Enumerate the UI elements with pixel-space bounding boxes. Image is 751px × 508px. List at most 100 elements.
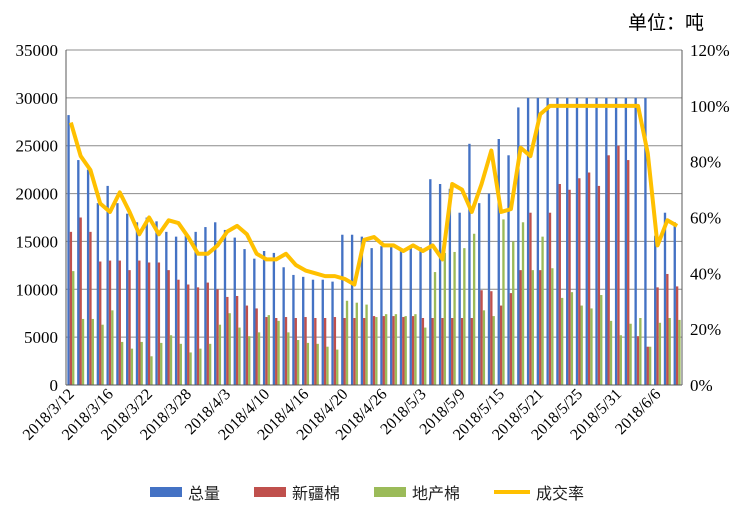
bar-local [238, 327, 241, 385]
bar-total [233, 237, 236, 385]
y-left-tick-label: 20000 [16, 185, 59, 204]
bar-local [384, 314, 388, 385]
bar-xinjiang [372, 316, 376, 385]
bar-total [282, 267, 285, 385]
bar-total [86, 169, 90, 385]
bar-xinjiang [196, 287, 200, 385]
bar-total [390, 246, 393, 385]
bar-xinjiang [587, 172, 591, 385]
legend-item-xinjiang: 新疆棉 [254, 480, 340, 504]
bar-xinjiang [568, 189, 571, 385]
bar-xinjiang [255, 308, 258, 385]
bar-xinjiang [490, 291, 493, 385]
bar-local [648, 346, 652, 385]
bar-local [629, 323, 632, 385]
y-right-tick-label: 20% [690, 320, 721, 339]
bar-xinjiang [363, 318, 366, 385]
y-right-tick-label: 40% [690, 264, 721, 283]
bar-xinjiang [245, 305, 249, 385]
bar-total [341, 234, 344, 385]
bar-xinjiang [666, 273, 669, 385]
bar-xinjiang [509, 293, 513, 385]
bar-xinjiang [157, 262, 161, 385]
bar-total [223, 229, 227, 385]
bar-local [336, 349, 339, 385]
bar-total [497, 139, 500, 385]
bar-total [624, 97, 628, 386]
bar-total [370, 248, 373, 385]
bar-total [262, 251, 266, 385]
bar-total [644, 97, 647, 386]
bar-total [663, 212, 667, 385]
bar-total [438, 184, 442, 385]
bar-total [478, 203, 481, 385]
bar-local [531, 270, 534, 385]
bar-xinjiang [108, 260, 112, 385]
bar-local [414, 314, 417, 385]
bar-total [253, 258, 256, 385]
bar-local [590, 308, 593, 385]
bar-xinjiang [656, 287, 659, 385]
bar-xinjiang [519, 270, 522, 385]
bar-total [135, 222, 139, 385]
bar-local [248, 336, 251, 385]
bar-xinjiang [597, 185, 601, 385]
bar-local [277, 320, 280, 385]
bar-xinjiang [314, 318, 317, 385]
bar-xinjiang [411, 316, 415, 385]
bar-xinjiang [353, 318, 356, 385]
bar-total [360, 236, 364, 385]
bar-xinjiang [206, 282, 209, 385]
bar-xinjiang [147, 262, 151, 385]
bar-total [145, 217, 148, 385]
bar-xinjiang [470, 318, 473, 385]
bar-total [517, 107, 520, 386]
y-right-tick-label: 80% [690, 153, 721, 172]
legend-label-xinjiang: 新疆棉 [292, 484, 341, 503]
bar-local [296, 340, 300, 385]
bar-local [560, 297, 564, 385]
bar-xinjiang [548, 212, 552, 385]
bar-local [228, 313, 231, 385]
bar-local [140, 341, 143, 385]
bar-local [609, 320, 613, 385]
bar-xinjiang [529, 212, 532, 385]
bar-local [453, 251, 456, 385]
bar-local [111, 310, 114, 385]
bar-local [72, 271, 75, 385]
bar-local [541, 236, 544, 385]
bar-xinjiang [226, 296, 229, 385]
bar-local [345, 300, 349, 385]
legend-swatch-total [150, 487, 182, 497]
bar-total [116, 203, 119, 385]
bar-total [409, 246, 412, 385]
bar-xinjiang [382, 316, 385, 385]
axes [65, 50, 683, 386]
bar-xinjiang [607, 155, 610, 385]
y-left-tick-label: 0 [50, 376, 59, 395]
bar-total [614, 97, 618, 386]
y-right-tick-label: 0% [690, 376, 713, 395]
bar-total [556, 97, 559, 386]
bar-local [443, 252, 446, 385]
y-left-ticks: 0 5000 10000 15000 20000 25000 30000 35000 [16, 41, 59, 395]
y-right-tick-label: 120% [690, 41, 730, 60]
bar-total [487, 193, 491, 385]
legend-item-local: 地产棉 [374, 480, 460, 504]
bar-total [311, 279, 315, 385]
y-left-tick-label: 5000 [24, 328, 58, 347]
bar-xinjiang [304, 317, 307, 385]
bar-xinjiang [675, 286, 679, 385]
bar-total [595, 97, 598, 386]
bar-xinjiang [284, 317, 288, 385]
y-right-tick-label: 60% [690, 209, 721, 228]
bar-total [214, 222, 217, 385]
bar-local [678, 319, 681, 385]
bar-xinjiang [617, 145, 620, 385]
bar-xinjiang [421, 318, 425, 385]
bar-local [306, 342, 310, 385]
rate-series-line [68, 103, 679, 287]
bar-total [654, 235, 657, 385]
bar-xinjiang [343, 318, 346, 385]
